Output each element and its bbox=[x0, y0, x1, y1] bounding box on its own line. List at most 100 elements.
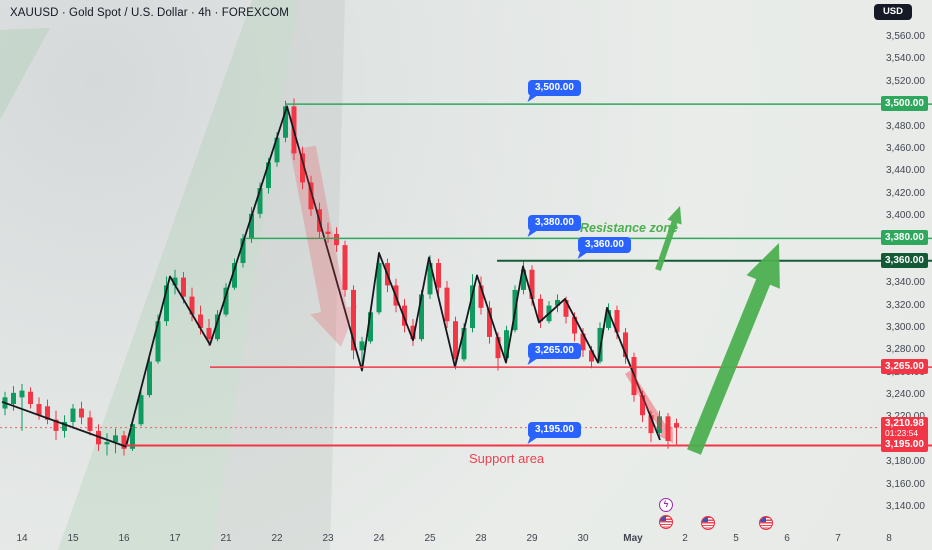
time-axis-label: May bbox=[623, 533, 643, 544]
candle-body bbox=[614, 310, 620, 333]
price-axis-level-badge: 3,500.00 bbox=[881, 96, 928, 112]
background-beam bbox=[58, 0, 298, 550]
candle-body bbox=[104, 442, 110, 445]
candle-body bbox=[504, 330, 509, 359]
candle-body bbox=[461, 327, 467, 360]
resistance-zone-label[interactable]: Resistance zone bbox=[580, 221, 678, 235]
candle-body bbox=[53, 419, 59, 431]
candle-body bbox=[589, 350, 594, 362]
candle-body bbox=[368, 312, 373, 342]
candle-body bbox=[436, 263, 441, 288]
us-flag-event-icon[interactable] bbox=[659, 515, 673, 529]
time-axis-label: 14 bbox=[16, 533, 28, 544]
candle-body bbox=[606, 310, 611, 328]
us-flag-event-icon[interactable] bbox=[701, 516, 715, 530]
price-axis-tick: 3,320.00 bbox=[886, 299, 925, 311]
candle-body bbox=[597, 327, 603, 362]
time-axis-label: 30 bbox=[577, 533, 589, 544]
candle-body bbox=[300, 153, 305, 183]
candle-body bbox=[240, 238, 246, 264]
candle-body bbox=[249, 213, 254, 239]
time-axis-label: 2 bbox=[682, 533, 688, 544]
candle-body bbox=[274, 137, 280, 163]
price-callout-3,380.00[interactable]: 3,380.00 bbox=[528, 215, 581, 231]
price-callout-3,265.00[interactable]: 3,265.00 bbox=[528, 343, 581, 359]
candle-body bbox=[640, 395, 645, 416]
candle-body bbox=[359, 341, 365, 351]
candle-body bbox=[138, 395, 144, 425]
candle-body bbox=[657, 416, 662, 434]
price-axis-tick: 3,340.00 bbox=[886, 277, 925, 289]
time-axis-label: 16 bbox=[118, 533, 130, 544]
price-axis-level-badge: 3,360.00 bbox=[881, 252, 928, 268]
candle-body bbox=[155, 321, 161, 362]
candle-body bbox=[325, 231, 331, 234]
background-beam bbox=[0, 28, 50, 120]
candle-body bbox=[665, 416, 671, 441]
price-axis-tick: 3,180.00 bbox=[886, 456, 925, 468]
currency-usd-button[interactable]: USD bbox=[873, 4, 912, 20]
candle-body bbox=[172, 277, 178, 286]
candle-body bbox=[266, 162, 271, 189]
time-axis-label: 7 bbox=[835, 533, 841, 544]
candle-body bbox=[444, 287, 450, 322]
candle-body bbox=[538, 298, 543, 322]
candle-body bbox=[164, 285, 169, 322]
candle-body bbox=[563, 299, 569, 317]
candle-body bbox=[19, 390, 25, 398]
time-axis[interactable] bbox=[0, 528, 932, 550]
symbol-title[interactable]: XAUUSD · Gold Spot / U.S. Dollar · 4h · … bbox=[10, 7, 289, 19]
candle-body bbox=[181, 277, 186, 297]
price-callout-3,360.00[interactable]: 3,360.00 bbox=[578, 237, 631, 253]
candle-body bbox=[487, 307, 492, 337]
time-axis-label: 25 bbox=[424, 533, 436, 544]
lightning-event-icon[interactable]: ϟ bbox=[659, 498, 673, 512]
candle-body bbox=[121, 435, 127, 449]
candle-body bbox=[580, 333, 586, 351]
support-area-label[interactable]: Support area bbox=[469, 451, 545, 466]
small-pink-down-arrow[interactable] bbox=[625, 370, 673, 443]
time-axis-label: 21 bbox=[220, 533, 232, 544]
candle-body bbox=[198, 314, 203, 328]
big-green-up-arrow[interactable] bbox=[687, 243, 780, 455]
candle-body bbox=[521, 269, 526, 290]
candle-body bbox=[427, 263, 433, 295]
candle-body bbox=[70, 408, 76, 422]
candle-body bbox=[45, 406, 50, 420]
price-axis-tick: 3,540.00 bbox=[886, 53, 925, 65]
price-callout-3,195.00[interactable]: 3,195.00 bbox=[528, 422, 581, 438]
candle-body bbox=[28, 391, 33, 405]
candle-body bbox=[130, 424, 135, 449]
candle-body bbox=[453, 321, 458, 360]
candle-body bbox=[308, 182, 314, 210]
big-pink-down-arrow[interactable] bbox=[290, 145, 358, 347]
candle-body bbox=[351, 289, 356, 351]
candle-body bbox=[402, 305, 407, 326]
candle-body bbox=[410, 325, 416, 340]
price-axis-level-badge: 3,265.00 bbox=[881, 359, 928, 375]
price-axis-tick: 3,280.00 bbox=[886, 344, 925, 356]
price-axis-tick: 3,400.00 bbox=[886, 210, 925, 222]
small-green-up-arrow[interactable] bbox=[655, 206, 682, 271]
price-axis-tick: 3,420.00 bbox=[886, 187, 925, 199]
candle-body bbox=[470, 285, 475, 328]
candle-body bbox=[419, 294, 424, 340]
zigzag-trendline[interactable] bbox=[1, 105, 661, 448]
candle-body bbox=[113, 435, 118, 443]
candle-body bbox=[36, 404, 42, 416]
current-price-badge: 3,210.98 01:23:54 bbox=[881, 416, 928, 440]
candle-body bbox=[283, 106, 288, 138]
bar-countdown: 01:23:54 bbox=[885, 428, 919, 439]
price-callout-3,500.00[interactable]: 3,500.00 bbox=[528, 80, 581, 96]
candle-body bbox=[147, 361, 152, 396]
us-flag-event-icon[interactable] bbox=[759, 516, 773, 530]
candle-body bbox=[206, 327, 212, 340]
price-axis-tick: 3,440.00 bbox=[886, 165, 925, 177]
time-axis-label: 5 bbox=[733, 533, 739, 544]
time-axis-label: 17 bbox=[169, 533, 181, 544]
candle-body bbox=[623, 332, 628, 358]
candle-body bbox=[79, 408, 84, 418]
price-axis-tick: 3,240.00 bbox=[886, 389, 925, 401]
time-axis-label: 23 bbox=[322, 533, 334, 544]
